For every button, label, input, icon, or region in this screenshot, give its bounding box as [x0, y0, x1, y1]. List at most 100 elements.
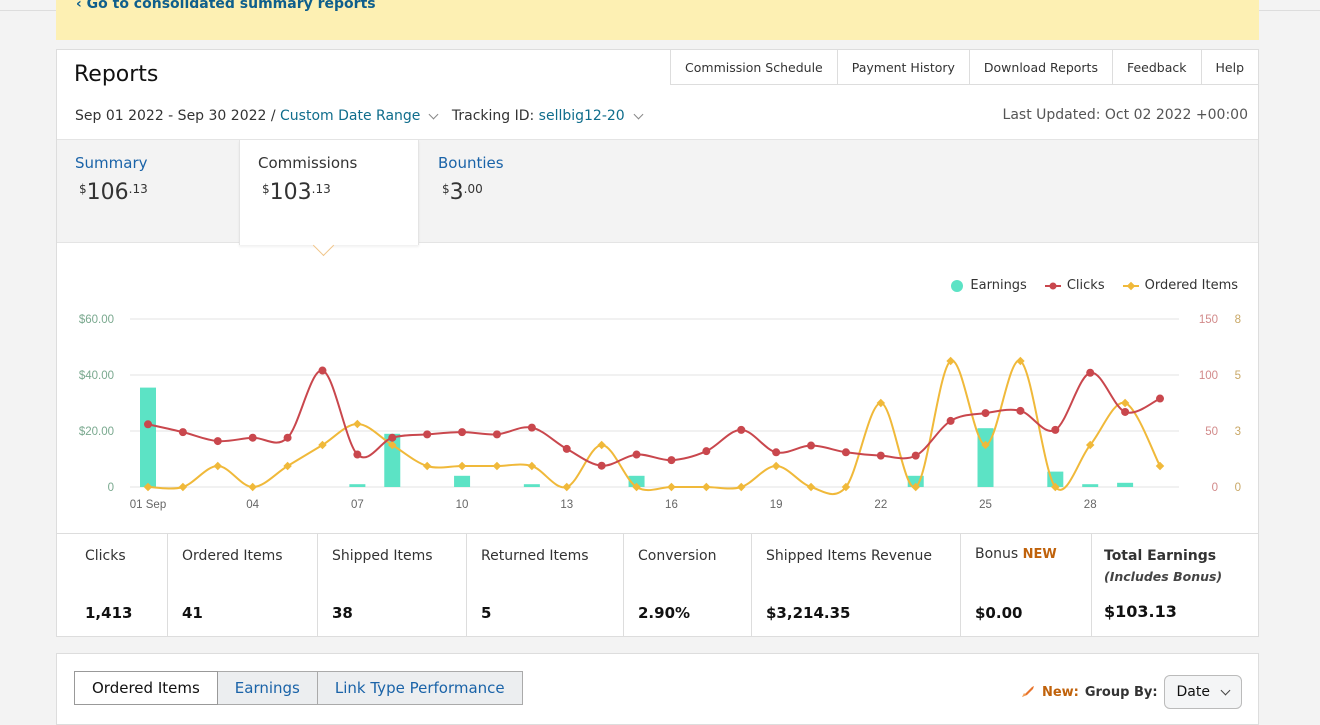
group-by-value: Date [1176, 684, 1210, 700]
tab-bounties[interactable]: Bounties $3.00 [420, 140, 598, 242]
clicks-point [388, 433, 397, 442]
rocket-icon [1021, 686, 1034, 697]
stat-value: 1,413 [85, 604, 133, 622]
ordered-items-point [213, 461, 223, 471]
earnings-bar [1047, 471, 1064, 487]
ordered-items-point [248, 482, 257, 492]
help-link[interactable]: Help [1215, 59, 1245, 75]
clicks-point [248, 433, 257, 442]
clicks-line [147, 369, 1161, 467]
clicks-point [737, 425, 746, 434]
y-tick-left: $40.00 [79, 370, 114, 382]
ordered-items-point [806, 482, 816, 492]
clicks-point [911, 451, 920, 460]
earnings-bar [523, 484, 540, 487]
tab-link-type-performance[interactable]: Link Type Performance [317, 671, 523, 705]
line-diamond-icon [1122, 281, 1139, 290]
clicks-point [1086, 368, 1095, 377]
payment-history-link[interactable]: Payment History [838, 50, 970, 84]
chevron-down-icon[interactable] [633, 109, 644, 120]
earnings-bar [907, 475, 924, 487]
chevron-down-icon[interactable] [428, 109, 439, 120]
y-tick-ordered: 0 [1235, 482, 1241, 494]
y-tick-left: 0 [108, 482, 114, 494]
last-updated: Last Updated: Oct 02 2022 +00:00 [1002, 107, 1248, 123]
x-tick: 01 Sep [130, 499, 166, 511]
legend-ordered-items[interactable]: Ordered Items [1122, 278, 1238, 293]
clicks-point [1156, 394, 1164, 403]
group-by-control: New: Group By: Date [1020, 675, 1242, 709]
ordered-items-point [527, 461, 537, 471]
stat-label: Returned Items [481, 548, 589, 564]
chevron-down-icon [1220, 685, 1231, 695]
ordered-items-point [946, 356, 955, 366]
stat-value: 41 [182, 604, 203, 622]
stat-label: Shipped Items Revenue [766, 548, 932, 564]
x-tick: 25 [979, 499, 992, 511]
x-tick: 28 [1084, 499, 1097, 511]
custom-date-range-dropdown[interactable]: Custom Date Range [280, 108, 421, 124]
y-tick-clicks: 50 [1205, 426, 1218, 438]
tab-earnings[interactable]: Earnings [217, 671, 318, 705]
clicks-point [597, 461, 606, 470]
clicks-point [178, 428, 187, 437]
x-tick: 16 [665, 499, 678, 511]
ordered-items-point [911, 482, 920, 492]
clicks-point [876, 451, 885, 460]
clicks-point [458, 428, 467, 437]
download-reports-link[interactable]: Download Reports [970, 50, 1113, 84]
earnings-bar [140, 387, 156, 487]
stat-returned-items: Returned Items 5 [467, 534, 624, 636]
stat-label: Clicks [85, 548, 126, 564]
ordered-items-point [178, 482, 188, 492]
currency-symbol: $ [262, 182, 270, 196]
stat-label: Ordered Items [182, 548, 283, 564]
tab-commissions-label: Commissions [258, 154, 358, 172]
stat-clicks: Clicks 1,413 [57, 534, 168, 636]
legend-clicks[interactable]: Clicks [1044, 278, 1105, 293]
ordered-items-point [702, 482, 711, 492]
stat-label: Conversion [638, 548, 717, 564]
details-card: Ordered Items Earnings Link Type Perform… [56, 653, 1259, 725]
ordered-items-point [771, 461, 781, 471]
clicks-point [807, 441, 816, 450]
clicks-point [562, 444, 571, 453]
stat-value: $3,214.35 [766, 604, 851, 622]
consolidated-summary-link[interactable]: ‹ Go to consolidated summary reports [76, 0, 376, 12]
group-by-select[interactable]: Date [1163, 675, 1242, 709]
earnings-bar [454, 475, 471, 487]
summary-banner: ‹ Go to consolidated summary reports [56, 0, 1259, 40]
ordered-items-point [353, 419, 362, 429]
group-by-label: Group By: [1084, 684, 1158, 700]
tab-ordered-items[interactable]: Ordered Items [74, 671, 218, 705]
feedback-link[interactable]: Feedback [1113, 50, 1202, 84]
tab-bounties-label: Bounties [438, 154, 504, 172]
commission-schedule-link[interactable]: Commission Schedule [671, 50, 838, 84]
legend-clicks-label: Clicks [1066, 278, 1105, 293]
tab-summary[interactable]: Summary $106.13 [57, 140, 235, 242]
ordered-items-line [147, 359, 1161, 496]
ordered-items-point [422, 461, 432, 471]
new-label: New: [1041, 684, 1079, 700]
tracking-id-dropdown[interactable]: sellbig12-20 [538, 108, 625, 124]
earnings-bar [628, 475, 645, 487]
summary-tabs: Summary $106.13 Commissions $103.13 Boun… [57, 139, 1258, 245]
new-badge: NEW [1022, 547, 1057, 562]
currency-symbol: $ [442, 182, 450, 196]
earnings-chart: Earnings Clicks Ordered Items $60.00 150 8… [57, 260, 1258, 530]
commissions-amount: $103.13 [262, 180, 331, 205]
clicks-point [981, 409, 990, 418]
date-range-text: Sep 01 2022 - Sep 30 2022 / [75, 108, 281, 124]
x-tick: 19 [770, 499, 783, 511]
ordered-items-point [318, 440, 327, 450]
x-tick: 22 [874, 499, 887, 511]
stat-value: 38 [332, 604, 353, 622]
earnings-bar [1117, 482, 1134, 487]
ordered-items-point [981, 440, 990, 450]
legend-earnings[interactable]: Earnings [950, 278, 1027, 293]
y-tick-clicks: 100 [1199, 370, 1218, 382]
clicks-point [841, 448, 850, 457]
tab-commissions[interactable]: Commissions $103.13 [239, 140, 419, 245]
ordered-items-point [562, 482, 572, 492]
ordered-items-point [667, 482, 676, 492]
